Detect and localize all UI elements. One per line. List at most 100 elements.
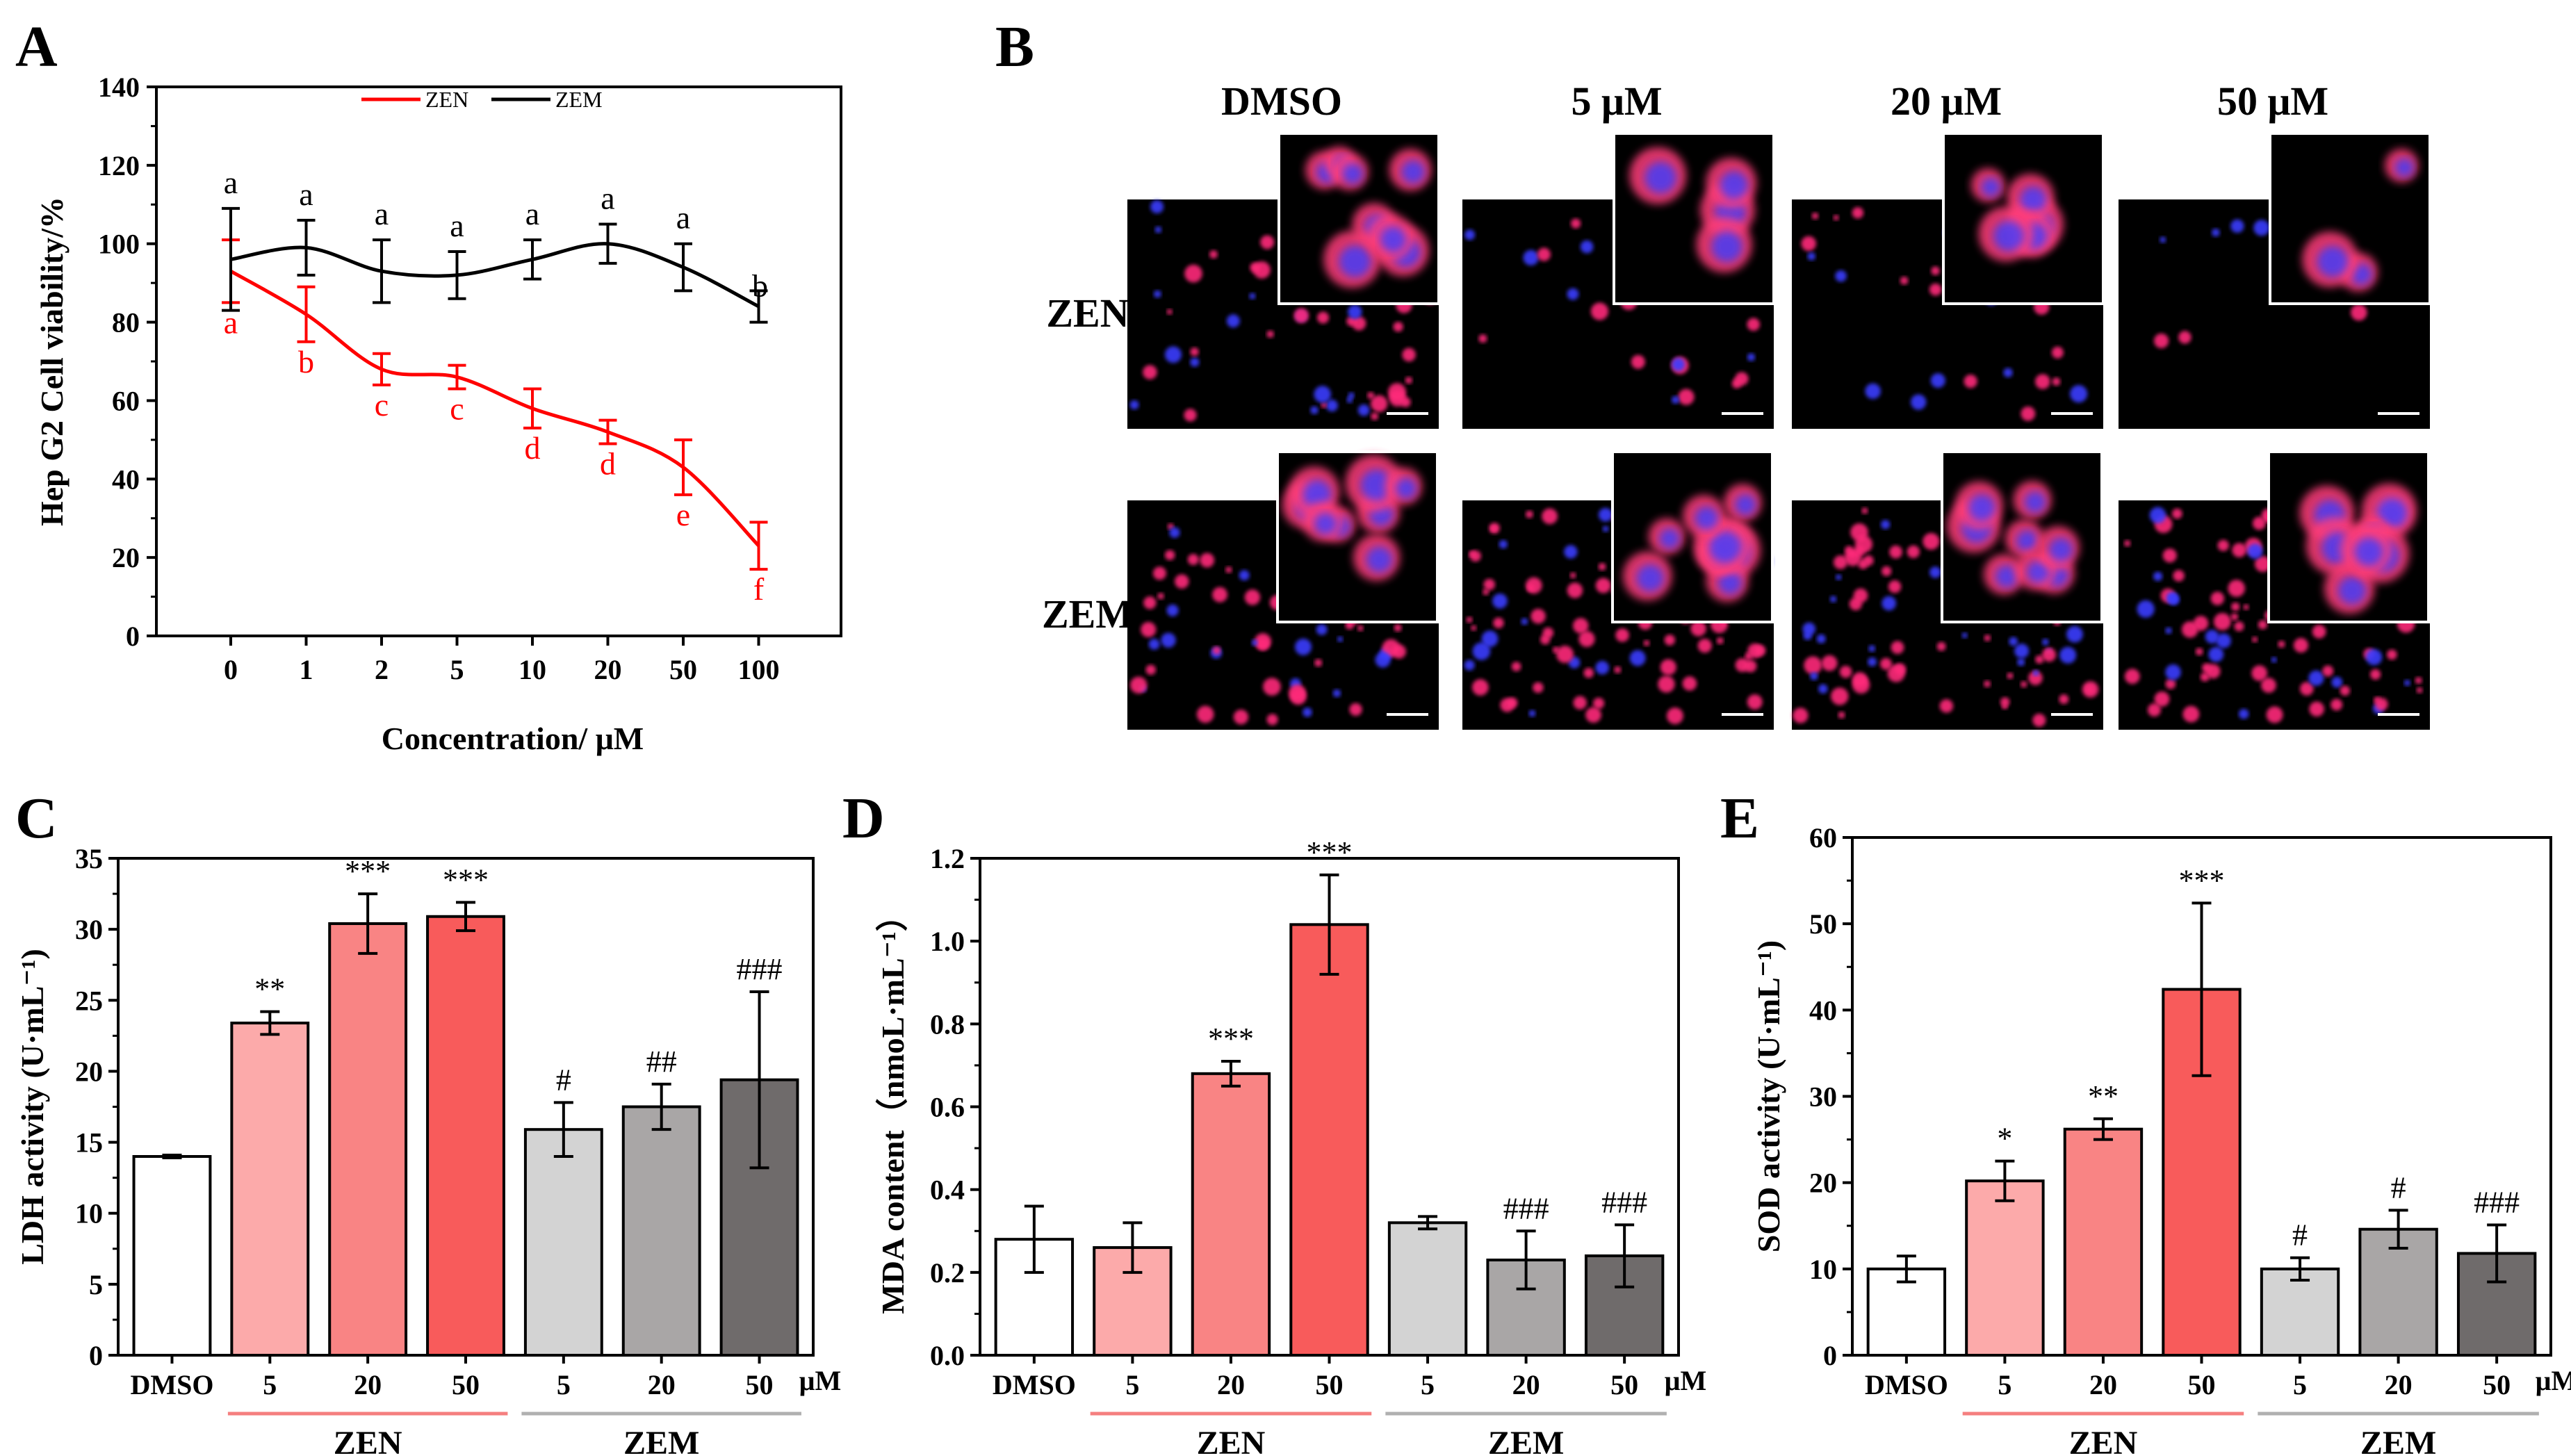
inset-nucleus xyxy=(1342,163,1363,184)
cell-blob xyxy=(1266,714,1278,726)
significance-letter: a xyxy=(601,181,614,216)
cell-blob xyxy=(2070,385,2088,403)
x-tick-label: DMSO xyxy=(1865,1369,1948,1400)
cell-blob xyxy=(1367,392,1375,400)
x-tick-label: 50 xyxy=(1610,1369,1638,1400)
error-bar xyxy=(598,418,617,445)
significance-marker: ** xyxy=(254,972,285,1006)
significance-letter: a xyxy=(525,196,539,231)
cell-blob xyxy=(1818,684,1828,694)
cell-blob xyxy=(2228,580,2246,597)
significance-marker: ### xyxy=(737,952,783,986)
y-tick-label: 80 xyxy=(112,307,140,338)
cell-blob xyxy=(1580,240,1594,254)
significance-marker: ** xyxy=(2088,1079,2119,1113)
cell-blob xyxy=(1690,621,1706,637)
y-tick-label: 60 xyxy=(112,385,140,416)
x-tick-label: 10 xyxy=(519,654,546,685)
error-bar xyxy=(1319,873,1339,976)
cell-blob xyxy=(2230,219,2244,234)
cell-blob xyxy=(1731,378,1742,388)
cell-blob xyxy=(1671,395,1680,404)
cell-blob xyxy=(2208,646,2224,662)
cell-blob xyxy=(2308,670,2324,686)
cell-blob xyxy=(2041,647,2057,662)
significance-letter: a xyxy=(375,196,389,231)
group-label-zem: ZEM xyxy=(1488,1425,1564,1456)
cell-blob xyxy=(1834,555,1847,569)
micrograph-zen-3 xyxy=(2119,132,2431,429)
bar xyxy=(2260,1267,2340,1357)
error-bar xyxy=(1221,1059,1241,1088)
cell-blob xyxy=(1129,400,1139,410)
cell-blob xyxy=(2153,333,2169,349)
inset-nucleus xyxy=(2394,158,2414,177)
error-bar xyxy=(448,363,466,391)
unit-label: μM xyxy=(799,1365,841,1396)
inset-nucleus xyxy=(1695,506,1719,530)
cell-blob xyxy=(1839,665,1852,678)
cell-blob xyxy=(1660,659,1676,676)
inset-nucleus xyxy=(1644,162,1676,194)
cell-blob xyxy=(1375,652,1391,668)
x-tick-label: 50 xyxy=(669,654,697,685)
group-label-zem: ZEM xyxy=(623,1425,699,1456)
bar xyxy=(1191,1072,1271,1357)
significance-letter: a xyxy=(299,177,313,212)
cell-blob xyxy=(1472,642,1491,660)
cell-blob xyxy=(1882,596,1897,611)
cell-blob xyxy=(1233,710,1249,725)
inset-nucleus xyxy=(1981,178,2000,197)
panel-letter-b: B xyxy=(995,15,1034,79)
cell-blob xyxy=(2251,637,2258,643)
cell-blob xyxy=(1747,694,1763,710)
cell-blob xyxy=(1804,656,1822,675)
error-bar xyxy=(297,218,316,277)
group-label-zen: ZEN xyxy=(2069,1425,2138,1456)
cell-blob xyxy=(1251,639,1258,646)
inset-nucleus xyxy=(1659,528,1680,549)
cell-blob xyxy=(1542,508,1558,525)
error-bar xyxy=(2388,1209,2408,1250)
group-label-zen: ZEN xyxy=(334,1425,402,1456)
significance-letter: f xyxy=(753,571,765,607)
x-tick-label: 50 xyxy=(2188,1369,2216,1400)
error-bar xyxy=(1995,1159,2015,1202)
cell-blob xyxy=(2266,706,2283,723)
cell-blob xyxy=(1471,625,1477,631)
y-axis-title: MDA content（nmoL·mL⁻¹） xyxy=(875,899,911,1314)
cell-blob xyxy=(1831,687,1849,705)
cell-blob xyxy=(2153,571,2163,581)
cell-blob xyxy=(2171,508,2182,519)
significance-marker: # xyxy=(2292,1218,2308,1252)
cell-blob xyxy=(1393,322,1403,332)
zoom-inset-border xyxy=(1278,132,1440,305)
cell-blob xyxy=(1631,354,1645,369)
significance-marker: ### xyxy=(2474,1186,2520,1220)
cell-blob xyxy=(1861,507,1868,514)
inset-nucleus xyxy=(2376,498,2408,528)
cell-blob xyxy=(1682,676,1697,691)
error-bar xyxy=(297,285,316,343)
x-tick-label: 5 xyxy=(263,1369,277,1400)
cell-blob xyxy=(2210,591,2225,605)
inset-nucleus xyxy=(2020,186,2046,213)
y-tick-label: 100 xyxy=(98,229,140,260)
cell-blob xyxy=(1658,676,1675,693)
cell-blob xyxy=(1569,572,1576,579)
inset-nucleus xyxy=(1360,469,1392,501)
y-tick-label: 0 xyxy=(1823,1340,1837,1371)
cell-blob xyxy=(1316,623,1328,635)
cell-blob xyxy=(2416,687,2423,694)
y-axis-title: Hep G2 Cell viability/% xyxy=(34,197,70,526)
cell-blob xyxy=(2213,612,2231,630)
cell-blob xyxy=(1493,617,1504,628)
x-tick-label: 20 xyxy=(354,1369,382,1400)
column-label: DMSO xyxy=(1221,79,1342,124)
cell-blob xyxy=(1929,283,1942,296)
cell-blob xyxy=(1209,250,1218,259)
significance-letter: a xyxy=(676,200,690,236)
cell-blob xyxy=(2041,638,2049,646)
cell-blob xyxy=(2165,627,2172,635)
error-bar xyxy=(373,238,391,304)
